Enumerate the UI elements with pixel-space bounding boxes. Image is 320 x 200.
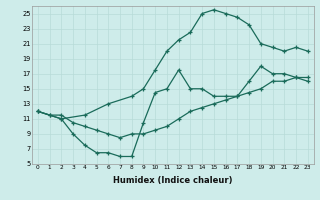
X-axis label: Humidex (Indice chaleur): Humidex (Indice chaleur) xyxy=(113,176,233,185)
